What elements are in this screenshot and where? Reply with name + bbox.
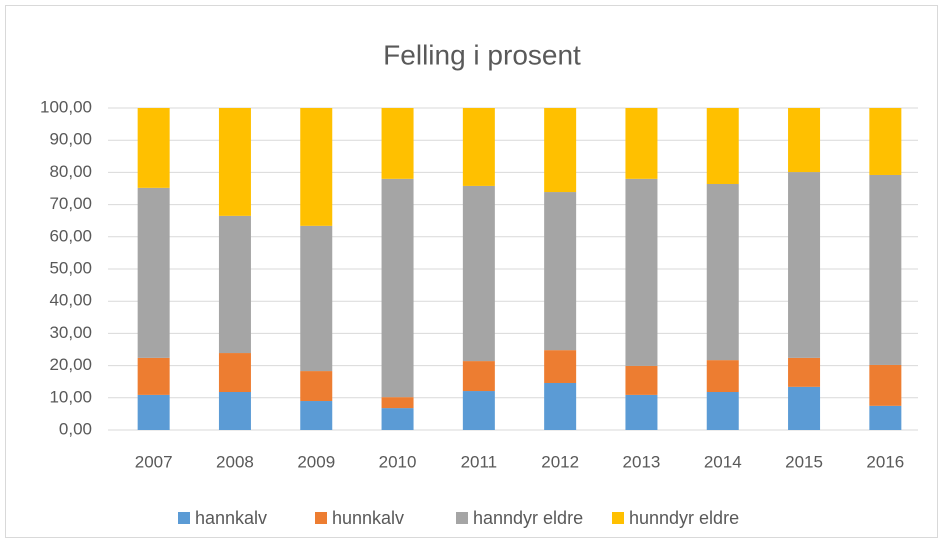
x-tick-label: 2009 — [297, 452, 335, 471]
bar-segment — [381, 178, 414, 398]
legend-swatch — [456, 512, 468, 524]
x-tick-label: 2013 — [623, 452, 661, 471]
y-tick-label: 60,00 — [49, 226, 92, 245]
bar-segment — [137, 187, 170, 358]
bar-segment — [544, 192, 577, 351]
bar-segment — [788, 172, 821, 358]
bar-segment — [462, 361, 495, 392]
bar-segment — [788, 108, 821, 173]
bar-segment — [869, 405, 902, 430]
bar-segment — [218, 353, 251, 393]
bar-segment — [625, 394, 658, 430]
bar-segment — [788, 386, 821, 430]
bar-segment — [462, 108, 495, 186]
legend-swatch — [178, 512, 190, 524]
bar-segment — [625, 365, 658, 395]
bar-segment — [381, 108, 414, 179]
legend-swatch — [315, 512, 327, 524]
y-tick-label: 100,00 — [40, 97, 92, 116]
y-tick-label: 70,00 — [49, 194, 92, 213]
legend-label: hunnkalv — [332, 508, 404, 528]
y-tick-label: 30,00 — [49, 323, 92, 342]
bar-segment — [300, 108, 333, 226]
bar-segment — [218, 215, 251, 354]
y-tick-label: 80,00 — [49, 162, 92, 181]
legend-label: hanndyr eldre — [473, 508, 583, 528]
bar-segment — [544, 350, 577, 383]
x-tick-label: 2011 — [461, 452, 498, 471]
y-tick-label: 10,00 — [49, 387, 92, 406]
legend-swatch — [612, 512, 624, 524]
bar-segment — [300, 401, 333, 430]
bar-segment — [788, 357, 821, 387]
bar-segment — [381, 397, 414, 409]
x-tick-label: 2007 — [135, 452, 173, 471]
x-tick-label: 2016 — [866, 452, 904, 471]
bar-segment — [462, 185, 495, 362]
bar-segment — [706, 183, 739, 361]
bar-segment — [625, 108, 658, 179]
bar-segment — [300, 371, 333, 402]
bar-segment — [218, 392, 251, 430]
bar-segment — [544, 382, 577, 430]
bar-segment — [137, 108, 170, 188]
chart-title: Felling i prosent — [383, 39, 581, 70]
legend-label: hunndyr eldre — [629, 508, 739, 528]
bar-segment — [300, 225, 333, 372]
bar-segment — [869, 174, 902, 365]
bar-segment — [218, 108, 251, 216]
bar-segment — [137, 357, 170, 395]
bar-segment — [869, 364, 902, 406]
bar-segment — [137, 394, 170, 430]
y-tick-label: 50,00 — [49, 258, 92, 277]
y-tick-label: 40,00 — [49, 291, 92, 310]
bar-segment — [625, 178, 658, 366]
x-tick-label: 2014 — [704, 452, 742, 471]
bar-segment — [544, 108, 577, 193]
legend-label: hannkalv — [195, 508, 267, 528]
bar-segment — [706, 360, 739, 393]
bar-segment — [706, 392, 739, 430]
x-tick-label: 2012 — [541, 452, 579, 471]
bar-segment — [462, 391, 495, 430]
y-tick-label: 90,00 — [49, 130, 92, 149]
x-tick-label: 2010 — [379, 452, 417, 471]
y-tick-label: 0,00 — [59, 419, 92, 438]
x-tick-label: 2015 — [785, 452, 823, 471]
bar-segment — [381, 408, 414, 430]
x-tick-label: 2008 — [216, 452, 254, 471]
bar-segment — [869, 108, 902, 175]
y-tick-label: 20,00 — [49, 355, 92, 374]
bar-segment — [706, 108, 739, 184]
